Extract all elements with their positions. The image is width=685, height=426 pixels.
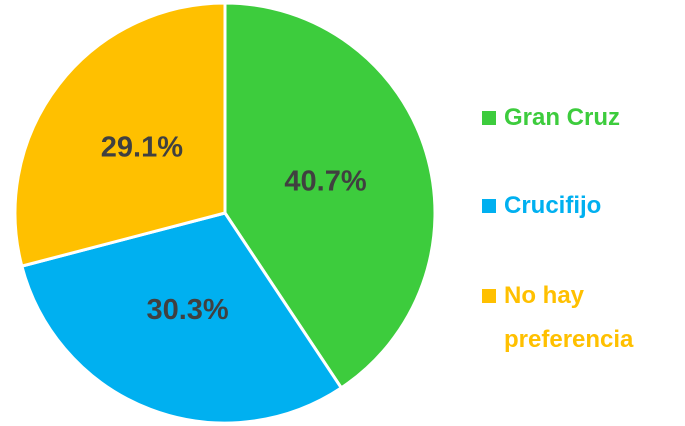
legend-label: No hay preferencia <box>504 282 634 353</box>
data-label: 30.3% <box>146 294 228 326</box>
pie-slice <box>13 1 227 268</box>
legend-item: Crucifijo <box>482 184 674 228</box>
legend-marker <box>482 199 496 213</box>
legend-label: Crucifijo <box>504 192 602 219</box>
data-label: 29.1% <box>101 131 183 163</box>
data-label: 40.7% <box>284 165 366 197</box>
legend-item: No hay preferencia <box>482 274 674 362</box>
legend-marker <box>482 289 496 303</box>
legend-item: Gran Cruz <box>482 96 674 140</box>
legend-marker <box>482 111 496 125</box>
pie-slice <box>20 211 344 425</box>
legend-label: Gran Cruz <box>504 104 621 131</box>
